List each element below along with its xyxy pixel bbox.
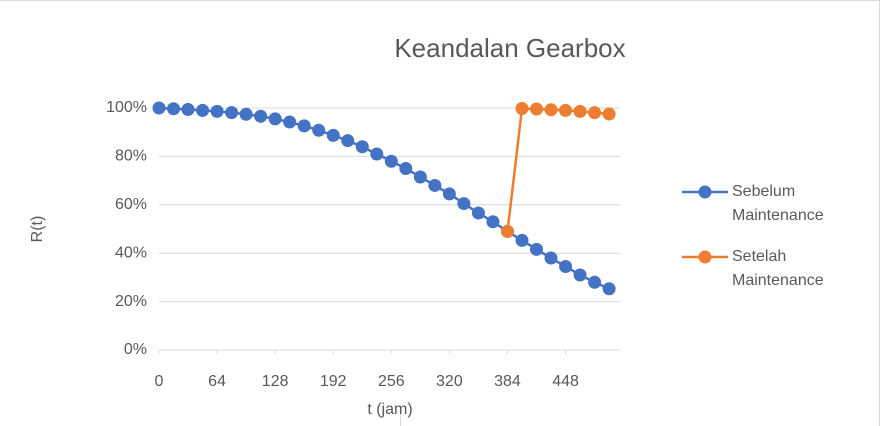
data-point <box>515 101 529 115</box>
data-point <box>573 268 587 282</box>
data-point <box>268 112 282 126</box>
data-point <box>355 140 369 154</box>
data-point <box>530 102 544 116</box>
data-point <box>559 260 573 274</box>
data-point <box>530 242 544 256</box>
data-point <box>254 109 268 123</box>
x-tick-label: 192 <box>320 373 347 390</box>
data-point <box>588 106 602 120</box>
x-tick-label: 384 <box>494 373 521 390</box>
data-point <box>471 206 485 220</box>
x-tick-label: 320 <box>436 373 463 390</box>
x-tick-label: 64 <box>208 373 226 390</box>
data-point <box>457 197 471 211</box>
data-point <box>210 104 224 118</box>
y-axis-title: R(t) <box>29 216 46 243</box>
data-point <box>283 115 297 129</box>
legend-label: Setelah Maintenance <box>732 248 824 289</box>
data-point <box>413 170 427 184</box>
x-tick-label: 256 <box>378 373 405 390</box>
data-point <box>312 123 326 137</box>
data-point <box>297 119 311 133</box>
data-point <box>370 147 384 161</box>
data-point <box>573 104 587 118</box>
data-point <box>341 134 355 148</box>
x-tick-label: 128 <box>262 373 289 390</box>
y-tick-label: 100% <box>106 99 147 116</box>
data-point <box>588 275 602 289</box>
data-point <box>152 101 166 115</box>
data-point <box>326 128 340 142</box>
data-point <box>181 102 195 116</box>
x-tick-label: 448 <box>552 373 579 390</box>
x-axis-title: t (jam) <box>367 401 412 418</box>
data-point <box>500 224 514 238</box>
data-point <box>399 162 413 175</box>
x-tick-label: 0 <box>155 373 164 390</box>
chart-title: Keandalan Gearbox <box>394 33 625 63</box>
series-line <box>158 106 610 290</box>
data-point <box>225 106 239 120</box>
data-point <box>515 233 529 247</box>
data-point <box>602 282 616 296</box>
y-tick-label: 0% <box>124 341 147 358</box>
data-point <box>384 154 398 168</box>
data-point <box>442 187 456 201</box>
legend-marker <box>698 250 712 264</box>
y-tick-label: 20% <box>115 293 147 310</box>
series-line <box>506 107 610 232</box>
y-tick-label: 40% <box>115 244 147 261</box>
data-point <box>544 251 558 265</box>
data-point <box>544 103 558 117</box>
data-point <box>167 102 181 116</box>
data-point <box>239 107 253 121</box>
legend-marker <box>698 185 712 199</box>
data-point <box>486 215 500 229</box>
data-point <box>428 178 442 192</box>
data-point <box>559 103 573 117</box>
data-point <box>196 103 210 117</box>
legend-label: Sebelum Maintenance <box>732 183 824 224</box>
data-point <box>602 107 616 121</box>
y-tick-label: 80% <box>115 148 147 165</box>
y-tick-label: 60% <box>115 196 147 213</box>
